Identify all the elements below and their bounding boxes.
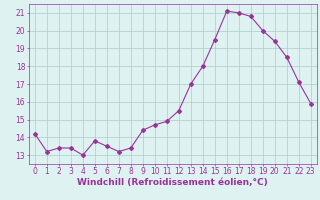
X-axis label: Windchill (Refroidissement éolien,°C): Windchill (Refroidissement éolien,°C) (77, 178, 268, 187)
